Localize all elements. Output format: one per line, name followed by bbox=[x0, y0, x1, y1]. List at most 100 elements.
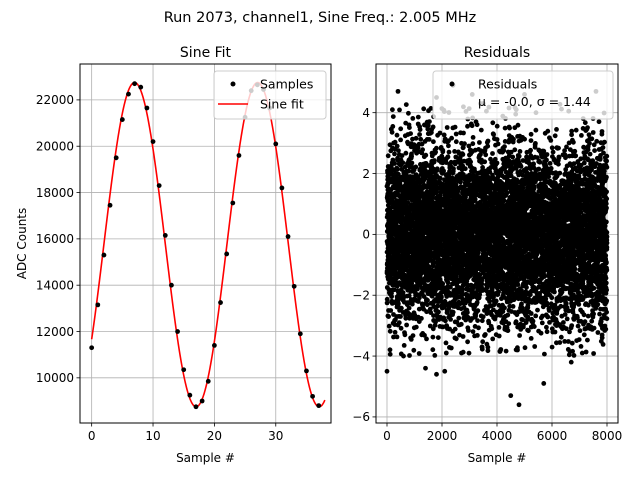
sample-point bbox=[119, 117, 125, 122]
residual-point bbox=[425, 297, 430, 303]
residual-point bbox=[452, 124, 458, 130]
residual-point bbox=[483, 152, 489, 158]
residual-point bbox=[453, 139, 459, 145]
residual-point bbox=[400, 160, 406, 166]
residual-point bbox=[498, 347, 504, 352]
residual-point bbox=[506, 321, 512, 326]
residual-point bbox=[406, 305, 412, 311]
sine-fit-line bbox=[90, 81, 326, 408]
residual-point bbox=[389, 294, 394, 299]
residual-point bbox=[440, 149, 446, 155]
residual-point bbox=[451, 166, 456, 172]
residual-point bbox=[399, 153, 405, 159]
residual-point bbox=[419, 316, 424, 321]
residual-point bbox=[449, 135, 454, 141]
sample-point bbox=[279, 185, 285, 191]
residual-point bbox=[480, 314, 486, 320]
residual-point bbox=[443, 350, 449, 356]
residual-point bbox=[434, 166, 440, 172]
residual-point bbox=[394, 334, 400, 340]
sample-point bbox=[144, 105, 150, 111]
sample-point bbox=[156, 183, 162, 188]
residual-point bbox=[389, 301, 395, 306]
residual-point bbox=[461, 130, 466, 136]
residual-point bbox=[510, 304, 516, 309]
residual-point bbox=[485, 138, 491, 144]
residual-point bbox=[466, 328, 471, 333]
residual-point bbox=[436, 309, 441, 315]
x-tick-label: 20 bbox=[207, 429, 222, 443]
sine-fit-legend: Samples Sine fit bbox=[213, 70, 327, 120]
sine-fit-title: Sine Fit bbox=[180, 45, 232, 61]
residual-point bbox=[384, 300, 390, 306]
residual-point bbox=[391, 334, 396, 340]
sample-point bbox=[236, 153, 242, 158]
residual-point bbox=[404, 322, 409, 328]
residual-point bbox=[512, 147, 518, 153]
residual-point bbox=[450, 309, 456, 315]
residual-point bbox=[398, 137, 403, 143]
residual-point bbox=[437, 175, 443, 181]
figure-suptitle: Run 2073, channel1, Sine Freq.: 2.005 MH… bbox=[164, 10, 477, 26]
residual-point bbox=[394, 143, 400, 149]
sample-point bbox=[150, 139, 156, 144]
residual-point bbox=[387, 351, 393, 357]
residual-point bbox=[448, 317, 453, 322]
residual-point bbox=[413, 135, 419, 141]
residual-point bbox=[517, 333, 522, 338]
residual-point bbox=[423, 152, 429, 158]
residual-point bbox=[452, 326, 458, 332]
residual-point bbox=[515, 347, 520, 353]
residual-point bbox=[475, 308, 481, 314]
sample-point bbox=[138, 84, 144, 90]
y-tick-label: 16000 bbox=[36, 232, 74, 246]
residual-point bbox=[432, 353, 438, 358]
sine-fit-panel: Sine Fit 0 10 20 30100001200014000160001800… bbox=[15, 45, 332, 465]
residual-point bbox=[440, 281, 446, 287]
residual-point bbox=[430, 347, 436, 353]
residual-point bbox=[475, 333, 480, 338]
sample-point bbox=[218, 300, 223, 305]
residual-point bbox=[385, 153, 391, 159]
sample-point bbox=[205, 378, 211, 384]
residual-point bbox=[446, 149, 452, 155]
residual-point bbox=[482, 332, 488, 337]
residual-point bbox=[510, 154, 516, 160]
residual-point bbox=[503, 348, 509, 354]
residual-point bbox=[482, 159, 488, 165]
residual-point bbox=[387, 328, 393, 334]
residual-point bbox=[408, 131, 413, 137]
residual-point bbox=[460, 287, 465, 292]
residual-point bbox=[490, 336, 496, 342]
residual-point bbox=[453, 131, 459, 137]
residual-point bbox=[458, 179, 463, 185]
residual-point bbox=[397, 107, 402, 113]
residual-point bbox=[470, 135, 476, 140]
residual-point bbox=[398, 314, 403, 319]
residual-point bbox=[515, 122, 521, 128]
residual-point bbox=[401, 343, 407, 348]
residual-point bbox=[402, 164, 408, 170]
residual-point bbox=[400, 290, 406, 295]
residual-point bbox=[507, 125, 512, 131]
residual-point bbox=[435, 335, 441, 340]
residual-point bbox=[505, 328, 511, 333]
residual-point bbox=[432, 158, 437, 163]
residual-point bbox=[466, 350, 472, 356]
residual-point bbox=[496, 325, 502, 330]
residual-point bbox=[515, 282, 521, 287]
y-tick-label: 14000 bbox=[36, 278, 74, 292]
residual-point bbox=[403, 315, 409, 321]
residual-point bbox=[494, 137, 500, 142]
sample-point bbox=[291, 283, 297, 289]
residual-point bbox=[411, 347, 417, 353]
sample-point bbox=[113, 155, 119, 161]
residual-point bbox=[427, 119, 432, 124]
sine-fit-legend-label: Sine fit bbox=[260, 97, 304, 112]
residual-point bbox=[462, 141, 467, 147]
residual-point bbox=[431, 139, 436, 145]
residual-point bbox=[391, 287, 397, 293]
residual-point bbox=[390, 124, 396, 129]
